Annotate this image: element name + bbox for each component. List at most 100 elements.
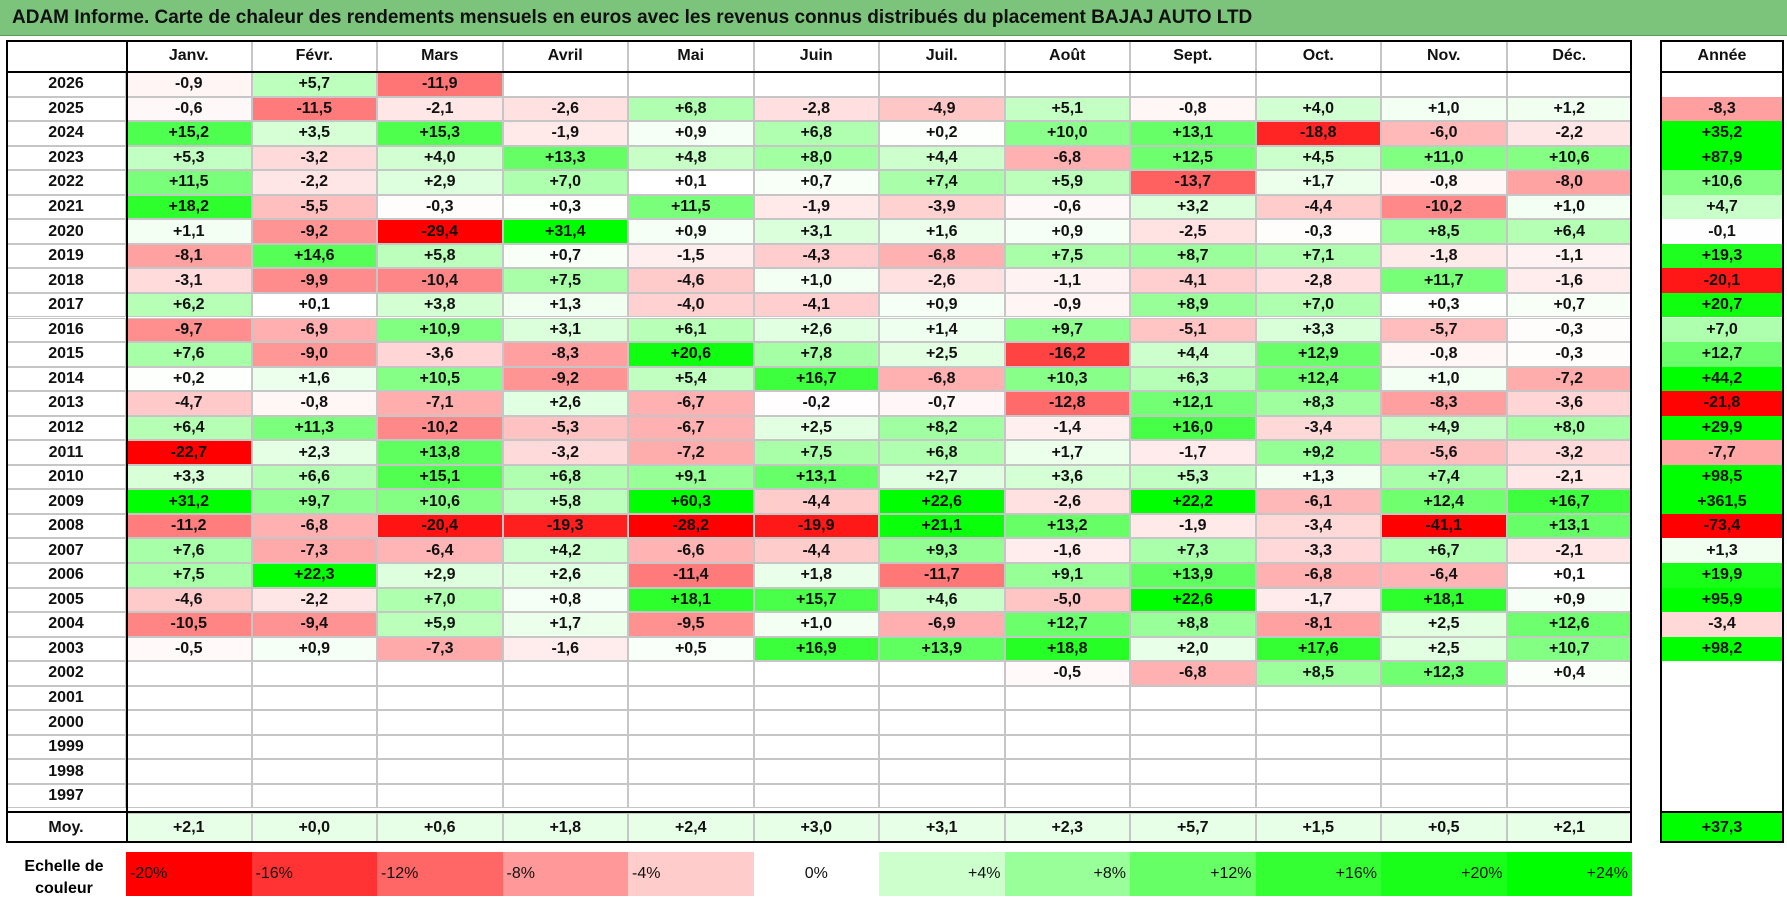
heatmap-cell bbox=[251, 661, 377, 686]
heatmap-cell: +18,8 bbox=[1004, 636, 1130, 662]
heatmap-cell: +7,8 bbox=[753, 342, 879, 367]
heatmap-cell: -12,8 bbox=[1004, 391, 1130, 416]
legend-swatch: -16% bbox=[251, 852, 377, 896]
year-label: 2001 bbox=[6, 685, 126, 711]
heatmap-cell: -0,6 bbox=[1004, 194, 1130, 220]
heatmap-cell: +5,1 bbox=[1004, 96, 1130, 122]
year-label: 2008 bbox=[6, 513, 126, 539]
year-label: 2016 bbox=[6, 317, 126, 343]
heatmap-cell: +11,5 bbox=[628, 194, 754, 220]
legend-swatch: +24% bbox=[1506, 852, 1632, 896]
heatmap-cell: +17,6 bbox=[1255, 636, 1381, 662]
heatmap-cell: +2,5 bbox=[1381, 612, 1507, 637]
heatmap-cell: -10,5 bbox=[126, 612, 252, 637]
annual-cell: +1,3 bbox=[1660, 538, 1784, 563]
heatmap-cell: -2,6 bbox=[1004, 489, 1130, 514]
heatmap-cell: +1,3 bbox=[502, 292, 628, 318]
heatmap-cell: +13,3 bbox=[502, 145, 628, 171]
year-label: 2018 bbox=[6, 268, 126, 293]
heatmap-cell: +1,0 bbox=[753, 612, 879, 637]
heatmap-cell bbox=[1255, 759, 1381, 784]
heatmap-cell: +13,9 bbox=[879, 636, 1005, 662]
heatmap-cell bbox=[1255, 710, 1381, 735]
heatmap-cell: +2,5 bbox=[879, 342, 1005, 367]
heatmap-cell: +13,1 bbox=[1506, 513, 1632, 539]
heatmap-cell: -0,3 bbox=[377, 194, 503, 220]
heatmap-cell: +7,6 bbox=[126, 538, 252, 563]
annual-cell: +361,5 bbox=[1660, 489, 1784, 514]
heatmap-cell bbox=[753, 685, 879, 711]
heatmap-cell: +12,1 bbox=[1130, 391, 1256, 416]
year-label: 1999 bbox=[6, 734, 126, 760]
year-label: 2019 bbox=[6, 243, 126, 269]
heatmap-cell: +0,9 bbox=[1506, 587, 1632, 613]
heatmap-cell: -2,8 bbox=[753, 96, 879, 122]
average-cell: +2,3 bbox=[1004, 812, 1130, 843]
heatmap-cell bbox=[1381, 72, 1507, 97]
heatmap-cell: -8,1 bbox=[126, 243, 252, 269]
year-label: 2022 bbox=[6, 170, 126, 195]
heatmap-cell: +0,3 bbox=[502, 194, 628, 220]
heatmap-cell: +6,2 bbox=[126, 292, 252, 318]
heatmap-cell: +12,5 bbox=[1130, 145, 1256, 171]
heatmap-cell: -6,8 bbox=[1130, 661, 1256, 686]
heatmap-cell: -2,5 bbox=[1130, 219, 1256, 244]
heatmap-cell bbox=[502, 710, 628, 735]
annual-cell: -21,8 bbox=[1660, 391, 1784, 416]
heatmap-cell: -11,2 bbox=[126, 513, 252, 539]
heatmap-cell: +4,2 bbox=[502, 538, 628, 563]
heatmap-cell: +22,2 bbox=[1130, 489, 1256, 514]
heatmap-cell: -9,4 bbox=[251, 612, 377, 637]
heatmap-cell: +4,4 bbox=[879, 145, 1005, 171]
heatmap-cell: +5,3 bbox=[126, 145, 252, 171]
average-cell: +0,5 bbox=[1381, 812, 1507, 843]
heatmap-cell: +4,4 bbox=[1130, 342, 1256, 367]
heatmap-cell: -11,4 bbox=[628, 563, 754, 588]
heatmap-cell: -9,9 bbox=[251, 268, 377, 293]
heatmap-cell bbox=[126, 661, 252, 686]
heatmap-cell: -4,0 bbox=[628, 292, 754, 318]
heatmap-cell: -6,8 bbox=[251, 513, 377, 539]
heatmap-cell: +0,7 bbox=[502, 243, 628, 269]
annual-cell bbox=[1660, 685, 1784, 711]
heatmap-cell: +3,6 bbox=[1004, 464, 1130, 490]
heatmap-cell: +1,6 bbox=[879, 219, 1005, 244]
heatmap-cell: +9,3 bbox=[879, 538, 1005, 563]
heatmap-cell: +3,3 bbox=[1255, 317, 1381, 343]
average-cell: +3,0 bbox=[753, 812, 879, 843]
annual-cell: +87,9 bbox=[1660, 145, 1784, 171]
heatmap-cell: +4,0 bbox=[377, 145, 503, 171]
heatmap-cell: -4,9 bbox=[879, 96, 1005, 122]
heatmap-cell: -0,6 bbox=[126, 96, 252, 122]
heatmap-cell bbox=[1255, 783, 1381, 809]
heatmap-cell: +2,3 bbox=[251, 440, 377, 465]
heatmap-cell: -1,6 bbox=[502, 636, 628, 662]
heatmap-cell: +16,9 bbox=[753, 636, 879, 662]
heatmap-cell: +1,7 bbox=[1255, 170, 1381, 195]
heatmap-cell: +2,9 bbox=[377, 170, 503, 195]
heatmap-cell: -8,3 bbox=[502, 342, 628, 367]
average-cell: +0,6 bbox=[377, 812, 503, 843]
heatmap-cell: -2,6 bbox=[502, 96, 628, 122]
heatmap-cell: -7,2 bbox=[628, 440, 754, 465]
annual-average-divider bbox=[1660, 810, 1784, 813]
heatmap-cell: +4,6 bbox=[879, 587, 1005, 613]
heatmap-cell bbox=[628, 734, 754, 760]
heatmap-cell bbox=[753, 783, 879, 809]
heatmap-cell: +60,3 bbox=[628, 489, 754, 514]
month-header: Févr. bbox=[251, 40, 377, 72]
heatmap-cell: -6,7 bbox=[628, 415, 754, 441]
heatmap-cell: +9,1 bbox=[628, 464, 754, 490]
heatmap-cell: -6,9 bbox=[251, 317, 377, 343]
heatmap-cell: -1,8 bbox=[1381, 243, 1507, 269]
heatmap-cell bbox=[1506, 685, 1632, 711]
heatmap-cell: +31,2 bbox=[126, 489, 252, 514]
annual-cell: -3,4 bbox=[1660, 612, 1784, 637]
year-label: 2012 bbox=[6, 415, 126, 441]
heatmap-cell: +6,8 bbox=[628, 96, 754, 122]
heatmap-cell: -0,5 bbox=[1004, 661, 1130, 686]
heatmap-cell bbox=[126, 685, 252, 711]
heatmap-cell: +0,3 bbox=[1381, 292, 1507, 318]
heatmap-cell: +12,9 bbox=[1255, 342, 1381, 367]
heatmap-cell: -8,3 bbox=[1381, 391, 1507, 416]
